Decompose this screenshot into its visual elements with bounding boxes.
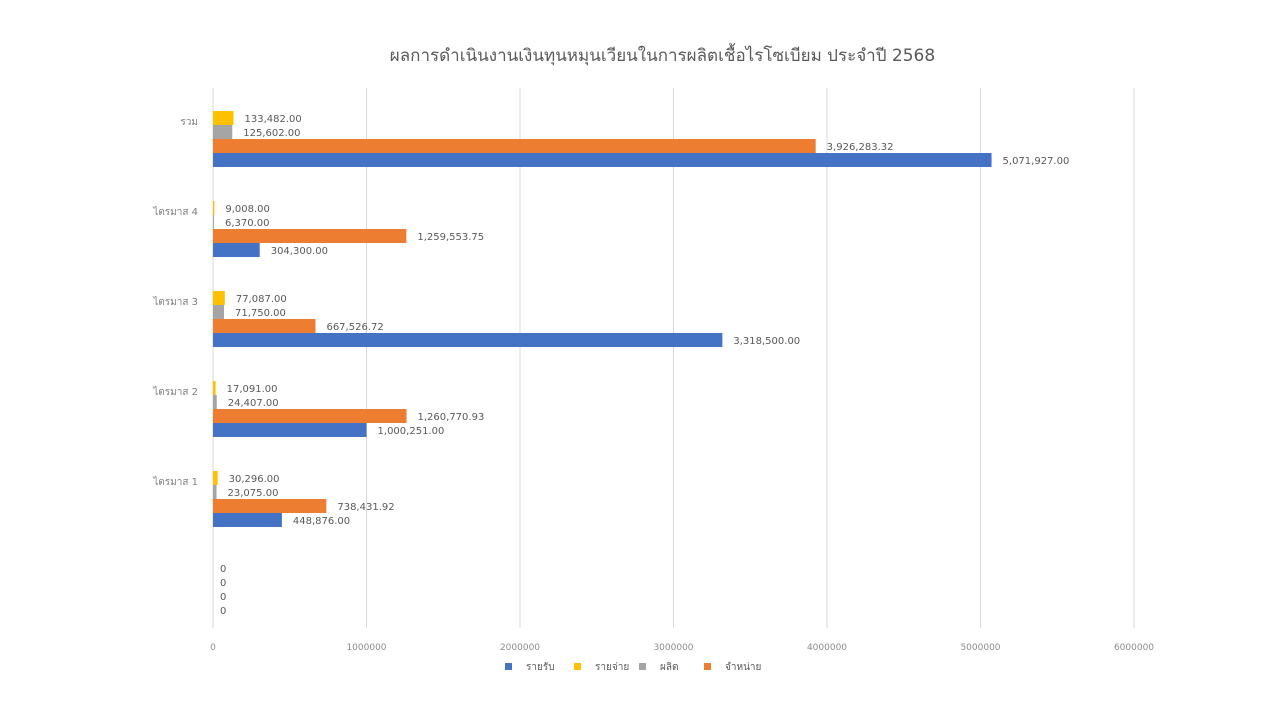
data-label: 30,296.00	[229, 474, 280, 485]
data-label: 133,482.00	[244, 114, 301, 125]
data-label: 1,259,553.75	[417, 232, 484, 243]
x-tick-label: 5000000	[960, 643, 1000, 653]
bar	[213, 201, 215, 215]
bar	[213, 395, 217, 409]
bar	[213, 291, 225, 305]
x-tick-label: 4000000	[807, 643, 847, 653]
chart-title: ผลการดำเนินงานเงินทุนหมุนเวียนในการผลิตเ…	[389, 46, 936, 66]
legend-swatch	[639, 663, 646, 670]
data-label: 3,926,283.32	[827, 142, 894, 153]
legend-label: จำหน่าย	[725, 662, 761, 673]
data-label: 3,318,500.00	[733, 336, 800, 347]
bar	[213, 229, 407, 243]
data-label: 0	[220, 578, 226, 589]
category-label: รวม	[180, 117, 198, 128]
legend-label: รายรับ	[526, 662, 555, 673]
category-label: ไตรมาส 3	[152, 296, 198, 308]
bar	[213, 125, 233, 139]
data-label: 24,407.00	[228, 398, 279, 409]
data-label: 1,260,770.93	[418, 412, 485, 423]
bar	[213, 499, 327, 513]
category-label: ไตรมาส 4	[152, 206, 198, 218]
bar	[213, 513, 282, 527]
bar	[213, 333, 723, 347]
bar	[213, 215, 214, 229]
data-label: 667,526.72	[326, 322, 383, 333]
bar	[213, 409, 407, 423]
data-label: 17,091.00	[227, 384, 278, 395]
legend-label: ผลิต	[660, 662, 678, 673]
data-label: 0	[220, 564, 226, 575]
x-tick-label: 6000000	[1114, 643, 1154, 653]
bar	[213, 381, 216, 395]
bar	[213, 139, 816, 153]
data-label: 1,000,251.00	[378, 426, 445, 437]
data-label: 23,075.00	[228, 488, 279, 499]
legend-swatch	[505, 663, 512, 670]
bar	[213, 423, 367, 437]
data-label: 125,602.00	[243, 128, 300, 139]
bar	[213, 243, 260, 257]
bar	[213, 471, 218, 485]
x-tick-label: 0	[210, 643, 216, 653]
data-label: 9,008.00	[225, 204, 270, 215]
data-label: 6,370.00	[225, 218, 270, 229]
bar	[213, 153, 992, 167]
data-label: 304,300.00	[271, 246, 328, 257]
data-label: 0	[220, 592, 226, 603]
x-tick-label: 2000000	[500, 643, 540, 653]
category-label: ไตรมาส 1	[152, 476, 198, 488]
x-tick-label: 1000000	[346, 643, 386, 653]
bar	[213, 485, 217, 499]
data-label: 5,071,927.00	[1003, 156, 1070, 167]
bar	[213, 319, 316, 333]
data-label: 71,750.00	[235, 308, 286, 319]
data-label: 738,431.92	[337, 502, 394, 513]
legend-label: รายจ่าย	[595, 662, 629, 673]
bar	[213, 111, 234, 125]
bar	[213, 305, 225, 319]
data-label: 448,876.00	[293, 516, 350, 527]
legend-swatch	[574, 663, 581, 670]
x-tick-label: 3000000	[653, 643, 693, 653]
legend-swatch	[704, 663, 711, 670]
data-label: 0	[220, 606, 226, 617]
data-label: 77,087.00	[236, 294, 287, 305]
category-label: ไตรมาส 2	[152, 386, 198, 398]
